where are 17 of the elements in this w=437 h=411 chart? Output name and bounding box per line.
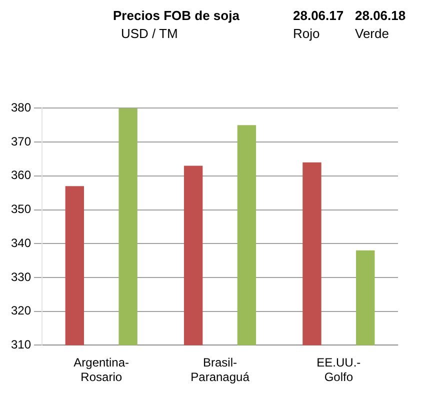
y-tick-label: 340 xyxy=(10,236,32,250)
y-tick-label: 320 xyxy=(10,304,32,318)
x-tick-label: EE.UU.-Golfo xyxy=(316,356,361,384)
y-tick-label: 370 xyxy=(10,134,32,148)
y-tick-label: 360 xyxy=(10,168,32,182)
chart-subtitle: USD / TM xyxy=(120,26,179,41)
text: 28.06.18 xyxy=(355,8,407,23)
text: Verde xyxy=(355,26,390,41)
y-tick-label: 380 xyxy=(10,100,32,115)
text: 28.06.17 xyxy=(293,8,345,23)
y-tick-label: 310 xyxy=(10,338,32,352)
y-tick-label: 350 xyxy=(10,202,32,216)
text: Rojo xyxy=(293,26,321,41)
x-tick-label: Argentina-Rosario xyxy=(74,356,130,384)
chart-title: Precios FOB de soja xyxy=(113,8,240,23)
y-tick-label: 330 xyxy=(10,270,32,284)
x-tick-label: Brasil-Paranaguá xyxy=(190,356,250,384)
